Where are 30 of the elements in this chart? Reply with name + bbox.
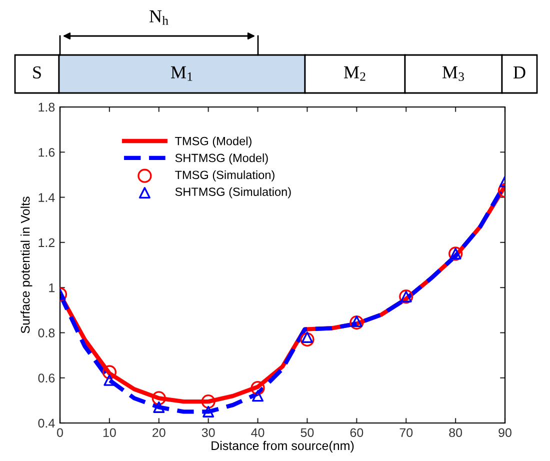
y-tick-label: 1.4 xyxy=(38,193,55,202)
y-tick-label: 0.6 xyxy=(38,374,55,383)
x-tick-label: 70 xyxy=(400,428,413,438)
x-tick-label: 20 xyxy=(152,428,166,438)
x-tick-label: 10 xyxy=(103,428,116,438)
x-tick-label: 80 xyxy=(449,428,462,438)
x-axis-title: Distance from source(nm) xyxy=(212,440,354,453)
x-tick-label: 90 xyxy=(498,428,512,438)
legend-label: TMSG (Simulation) xyxy=(175,170,274,182)
y-axis-title: Surface potential in Volts xyxy=(20,196,32,334)
y-tick-label: 1.2 xyxy=(38,238,55,247)
y-tick-label: 0.4 xyxy=(38,418,55,428)
text: M$_{1}$ xyxy=(170,66,192,81)
text: M$_{2}$ xyxy=(344,66,366,81)
x-tick-label: 0 xyxy=(57,428,63,438)
text: N$_{h}$ xyxy=(150,10,168,25)
text: M$_{3}$ xyxy=(442,66,464,81)
y-tick-label: 1 xyxy=(49,284,55,292)
x-tick-label: 60 xyxy=(350,428,364,438)
legend-label: SHTMSG (Model) xyxy=(175,153,268,164)
y-tick-label: 0.8 xyxy=(38,328,55,338)
x-tick-label: 40 xyxy=(251,428,264,438)
text: S xyxy=(33,66,41,79)
legend-label: TMSG (Model) xyxy=(175,136,252,148)
y-tick-label: 1.6 xyxy=(38,148,55,157)
x-tick-label: 50 xyxy=(300,428,314,438)
x-tick-label: 30 xyxy=(202,428,215,438)
legend-label: SHTMSG (Simulation) xyxy=(175,187,291,198)
text: D xyxy=(514,66,526,78)
y-tick-label: 1.8 xyxy=(38,102,55,112)
